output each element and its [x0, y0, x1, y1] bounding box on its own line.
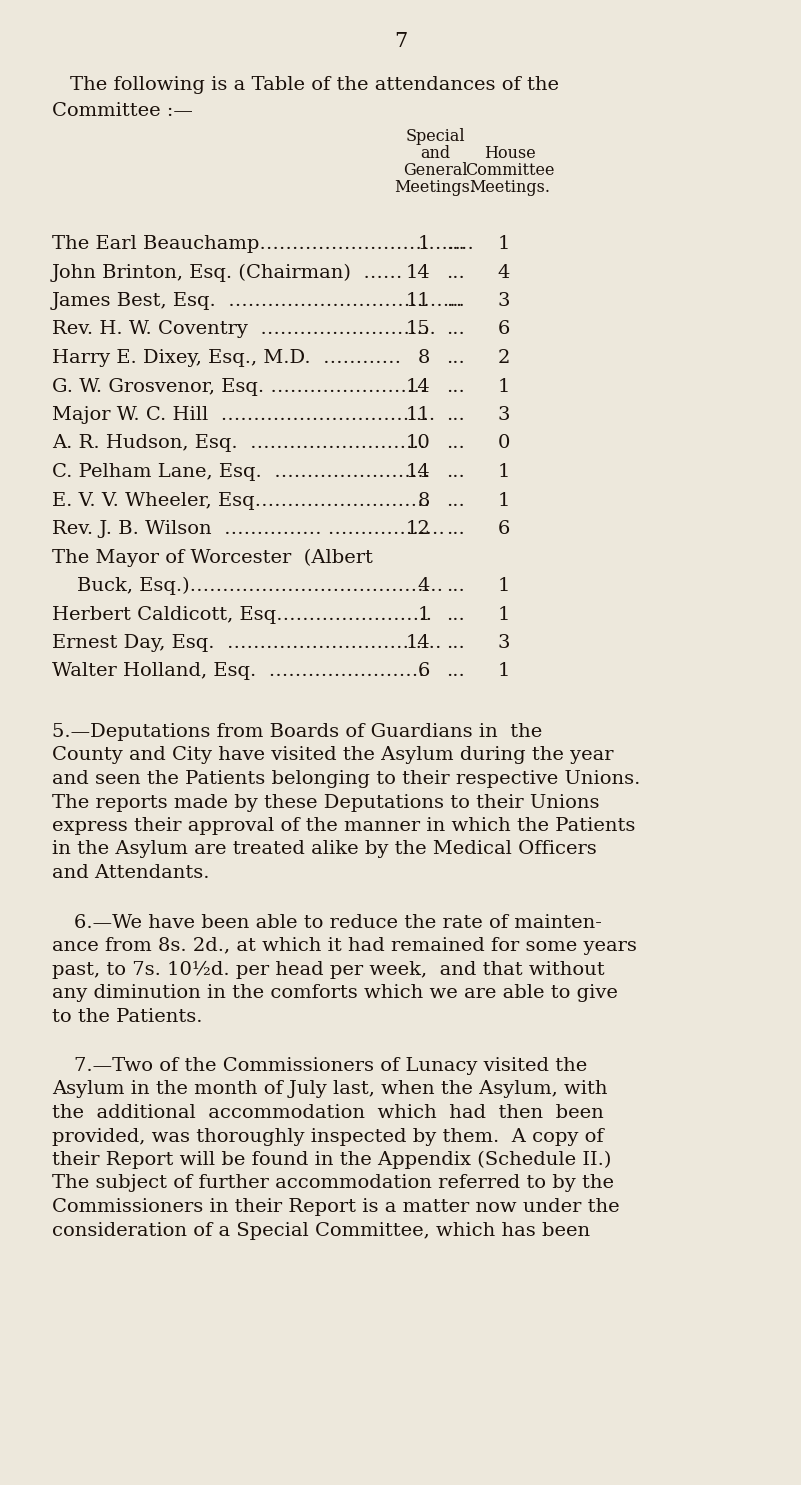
Text: 11: 11: [405, 293, 430, 310]
Text: 14: 14: [405, 463, 430, 481]
Text: 1: 1: [497, 606, 510, 624]
Text: Ernest Day, Esq.  ……………………………: Ernest Day, Esq. ……………………………: [52, 634, 441, 652]
Text: Rev. J. B. Wilson  …………… ………………: Rev. J. B. Wilson …………… ………………: [52, 520, 445, 538]
Text: to the Patients.: to the Patients.: [52, 1007, 203, 1026]
Text: 3: 3: [497, 634, 510, 652]
Text: the  additional  accommodation  which  had  then  been: the additional accommodation which had t…: [52, 1103, 604, 1123]
Text: Meetings.: Meetings.: [395, 180, 476, 196]
Text: 1: 1: [497, 377, 510, 395]
Text: The Earl Beauchamp……………………………: The Earl Beauchamp……………………………: [52, 235, 474, 252]
Text: The Mayor of Worcester  (Albert: The Mayor of Worcester (Albert: [52, 548, 373, 567]
Text: past, to 7s. 10½d. per head per week,  and that without: past, to 7s. 10½d. per head per week, an…: [52, 961, 605, 979]
Text: James Best, Esq.  ………………………………: James Best, Esq. ………………………………: [52, 293, 463, 310]
Text: ...: ...: [445, 492, 465, 509]
Text: 11: 11: [405, 405, 430, 425]
Text: The reports made by these Deputations to their Unions: The reports made by these Deputations to…: [52, 793, 599, 811]
Text: any diminution in the comforts which we are able to give: any diminution in the comforts which we …: [52, 985, 618, 1002]
Text: in the Asylum are treated alike by the Medical Officers: in the Asylum are treated alike by the M…: [52, 841, 597, 858]
Text: Committee :—: Committee :—: [52, 102, 193, 120]
Text: ...: ...: [445, 377, 465, 395]
Text: 6: 6: [417, 662, 430, 680]
Text: 1: 1: [497, 662, 510, 680]
Text: 8: 8: [417, 349, 430, 367]
Text: and seen the Patients belonging to their respective Unions.: and seen the Patients belonging to their…: [52, 771, 640, 789]
Text: 14: 14: [405, 263, 430, 282]
Text: Special: Special: [405, 128, 465, 146]
Text: ...: ...: [445, 463, 465, 481]
Text: 4: 4: [497, 263, 510, 282]
Text: 7: 7: [394, 33, 408, 50]
Text: ...: ...: [445, 263, 465, 282]
Text: Major W. C. Hill  ……………………………: Major W. C. Hill ……………………………: [52, 405, 435, 425]
Text: 3: 3: [497, 293, 510, 310]
Text: and Attendants.: and Attendants.: [52, 864, 210, 882]
Text: ...: ...: [445, 578, 465, 595]
Text: The following is a Table of the attendances of the: The following is a Table of the attendan…: [70, 76, 559, 94]
Text: their Report will be found in the Appendix (Schedule II.): their Report will be found in the Append…: [52, 1151, 611, 1169]
Text: E. V. V. Wheeler, Esq………………………: E. V. V. Wheeler, Esq………………………: [52, 492, 430, 509]
Text: 3: 3: [497, 405, 510, 425]
Text: 8: 8: [417, 492, 430, 509]
Text: 14: 14: [405, 634, 430, 652]
Text: 1: 1: [417, 606, 430, 624]
Text: ...: ...: [445, 662, 465, 680]
Text: 2: 2: [497, 349, 510, 367]
Text: ...: ...: [445, 349, 465, 367]
Text: Buck, Esq.)…………………………………: Buck, Esq.)…………………………………: [52, 578, 443, 595]
Text: 7.—Two of the Commissioners of Lunacy visited the: 7.—Two of the Commissioners of Lunacy vi…: [74, 1057, 587, 1075]
Text: 1: 1: [497, 235, 510, 252]
Text: House: House: [484, 146, 536, 162]
Text: express their approval of the manner in which the Patients: express their approval of the manner in …: [52, 817, 635, 835]
Text: The subject of further accommodation referred to by the: The subject of further accommodation ref…: [52, 1175, 614, 1192]
Text: Herbert Caldicott, Esq……………………: Herbert Caldicott, Esq……………………: [52, 606, 432, 624]
Text: General: General: [403, 162, 467, 180]
Text: Rev. H. W. Coventry  ………………………: Rev. H. W. Coventry ………………………: [52, 321, 436, 339]
Text: ance from 8s. 2d., at which it had remained for some years: ance from 8s. 2d., at which it had remai…: [52, 937, 637, 955]
Text: Commissioners in their Report is a matter now under the: Commissioners in their Report is a matte…: [52, 1198, 620, 1216]
Text: provided, was thoroughly inspected by them.  A copy of: provided, was thoroughly inspected by th…: [52, 1127, 604, 1145]
Text: Walter Holland, Esq.  ……………………: Walter Holland, Esq. ……………………: [52, 662, 425, 680]
Text: ...: ...: [445, 321, 465, 339]
Text: John Brinton, Esq. (Chairman)  ……: John Brinton, Esq. (Chairman) ……: [52, 263, 404, 282]
Text: G. W. Grosvenor, Esq. ……………………: G. W. Grosvenor, Esq. ……………………: [52, 377, 426, 395]
Text: 6.—We have been able to reduce the rate of mainten-: 6.—We have been able to reduce the rate …: [74, 913, 602, 931]
Text: ...: ...: [445, 634, 465, 652]
Text: Harry E. Dixey, Esq., M.D.  …………: Harry E. Dixey, Esq., M.D. …………: [52, 349, 401, 367]
Text: Committee: Committee: [465, 162, 555, 180]
Text: 1: 1: [497, 463, 510, 481]
Text: consideration of a Special Committee, which has been: consideration of a Special Committee, wh…: [52, 1222, 590, 1240]
Text: Meetings.: Meetings.: [469, 180, 550, 196]
Text: and: and: [420, 146, 450, 162]
Text: 15: 15: [405, 321, 430, 339]
Text: ...: ...: [445, 520, 465, 538]
Text: 1: 1: [417, 235, 430, 252]
Text: 6: 6: [497, 321, 510, 339]
Text: 4: 4: [417, 578, 430, 595]
Text: A. R. Hudson, Esq.  ………………………: A. R. Hudson, Esq. ………………………: [52, 435, 425, 453]
Text: 5.—Deputations from Boards of Guardians in  the: 5.—Deputations from Boards of Guardians …: [52, 723, 542, 741]
Text: 12: 12: [405, 520, 430, 538]
Text: ...: ...: [445, 293, 465, 310]
Text: ...: ...: [445, 606, 465, 624]
Text: ...: ...: [445, 405, 465, 425]
Text: 14: 14: [405, 377, 430, 395]
Text: 0: 0: [497, 435, 510, 453]
Text: Asylum in the month of July last, when the Asylum, with: Asylum in the month of July last, when t…: [52, 1081, 607, 1099]
Text: C. Pelham Lane, Esq.  ……………………: C. Pelham Lane, Esq. ……………………: [52, 463, 430, 481]
Text: 1: 1: [497, 578, 510, 595]
Text: 10: 10: [405, 435, 430, 453]
Text: ...: ...: [445, 435, 465, 453]
Text: County and City have visited the Asylum during the year: County and City have visited the Asylum …: [52, 747, 614, 765]
Text: 1: 1: [497, 492, 510, 509]
Text: ...: ...: [445, 235, 465, 252]
Text: 6: 6: [497, 520, 510, 538]
